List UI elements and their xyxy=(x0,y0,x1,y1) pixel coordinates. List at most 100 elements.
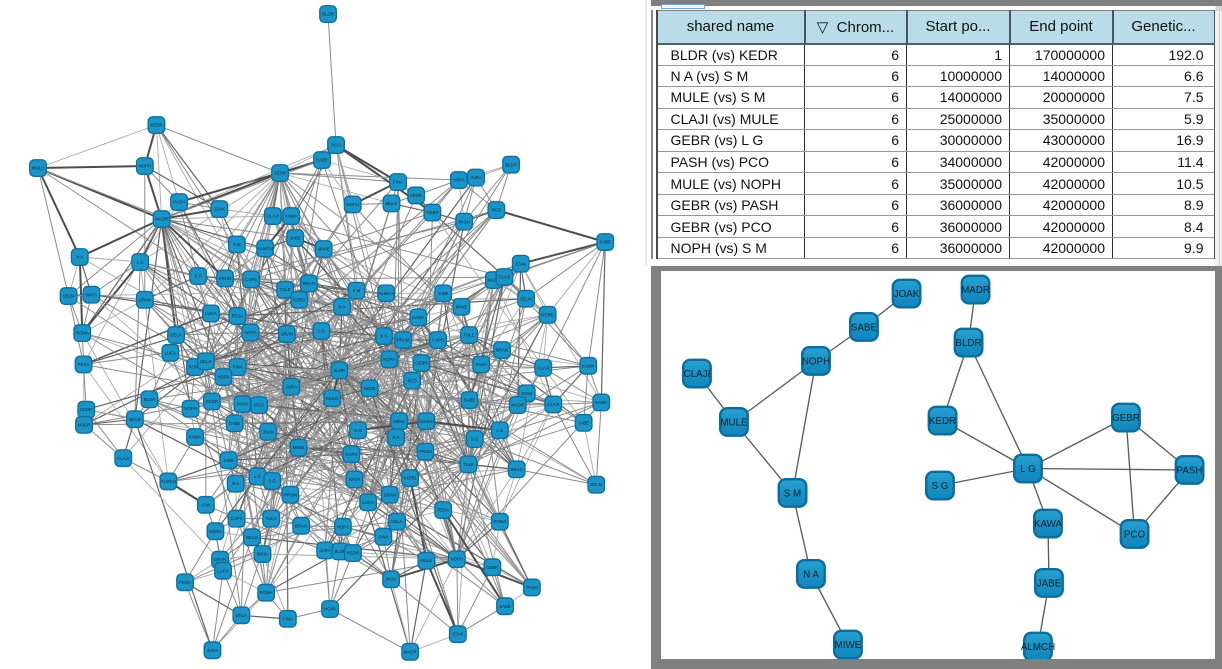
svg-text:KORD: KORD xyxy=(404,476,416,481)
svg-text:PCO: PCO xyxy=(254,403,264,408)
svg-text:MADR: MADR xyxy=(487,278,500,283)
svg-text:JURA: JURA xyxy=(319,548,330,553)
svg-text:BLDR: BLDR xyxy=(335,549,346,554)
svg-text:TULE: TULE xyxy=(266,516,277,521)
svg-text:JABE: JABE xyxy=(290,236,301,241)
svg-text:ALMCH: ALMCH xyxy=(1021,642,1055,653)
svg-text:LUCA: LUCA xyxy=(205,311,217,316)
svg-text:S M: S M xyxy=(202,503,210,508)
svg-text:DELA: DELA xyxy=(391,519,402,524)
svg-text:HOPA: HOPA xyxy=(324,607,336,612)
svg-text:JABE: JABE xyxy=(1037,578,1062,589)
svg-text:ROMA: ROMA xyxy=(76,331,89,336)
svg-text:TULE: TULE xyxy=(280,287,291,292)
svg-text:PRUM: PRUM xyxy=(284,492,297,497)
svg-text:BLDR: BLDR xyxy=(505,162,516,167)
svg-text:S G: S G xyxy=(471,437,479,442)
svg-text:JURA: JURA xyxy=(286,384,297,389)
svg-text:CLAJI: CLAJI xyxy=(499,275,511,280)
svg-text:JOAK: JOAK xyxy=(262,430,273,435)
svg-text:DELA: DELA xyxy=(236,613,247,618)
svg-text:BRAN: BRAN xyxy=(496,348,508,353)
svg-text:GRAN: GRAN xyxy=(214,557,226,562)
svg-text:SABE: SABE xyxy=(599,240,611,245)
svg-text:ROMA: ROMA xyxy=(260,590,273,595)
svg-text:KORD: KORD xyxy=(293,297,305,302)
svg-text:S G: S G xyxy=(194,274,202,279)
svg-text:JABE: JABE xyxy=(223,458,234,463)
svg-text:MULE: MULE xyxy=(420,558,432,563)
svg-text:SELM: SELM xyxy=(246,535,258,540)
svg-text:TULE: TULE xyxy=(463,462,474,467)
svg-text:KAWA: KAWA xyxy=(412,315,424,320)
svg-text:FINA: FINA xyxy=(233,365,243,370)
svg-text:PASH: PASH xyxy=(476,362,487,367)
svg-text:PASH: PASH xyxy=(173,200,184,205)
svg-text:CLAJI: CLAJI xyxy=(117,456,129,461)
svg-text:DELA: DELA xyxy=(200,359,211,364)
svg-text:JURA: JURA xyxy=(470,175,481,180)
svg-text:S G: S G xyxy=(932,481,949,492)
svg-text:ROMA: ROMA xyxy=(189,365,202,370)
svg-text:KEDR: KEDR xyxy=(364,386,376,391)
svg-text:KAWA: KAWA xyxy=(285,214,297,219)
svg-text:PESA: PESA xyxy=(179,580,191,585)
svg-text:PASH: PASH xyxy=(526,585,537,590)
svg-text:MULE: MULE xyxy=(720,417,748,428)
svg-text:CAPS: CAPS xyxy=(231,516,243,521)
svg-text:S G: S G xyxy=(380,334,388,339)
svg-text:GRAN: GRAN xyxy=(139,297,151,302)
svg-text:JOAK: JOAK xyxy=(214,207,225,212)
svg-text:S M: S M xyxy=(233,242,241,247)
svg-text:KEDR: KEDR xyxy=(929,416,956,427)
svg-text:KEDR: KEDR xyxy=(410,193,422,198)
svg-text:CLAJI: CLAJI xyxy=(547,402,559,407)
svg-text:MADR: MADR xyxy=(511,403,524,408)
svg-text:SABE: SABE xyxy=(316,158,328,163)
svg-text:L G: L G xyxy=(254,474,261,479)
svg-text:N A: N A xyxy=(393,435,400,440)
svg-text:SELM: SELM xyxy=(590,482,602,487)
svg-text:SELM: SELM xyxy=(520,296,532,301)
svg-text:PRUM: PRUM xyxy=(397,338,410,343)
svg-text:CLAJI: CLAJI xyxy=(537,365,549,370)
svg-text:GEBR: GEBR xyxy=(486,565,498,570)
svg-text:GEBR: GEBR xyxy=(415,361,427,366)
svg-text:CLAJI: CLAJI xyxy=(267,214,279,219)
svg-text:PCO: PCO xyxy=(408,378,418,383)
svg-text:N A: N A xyxy=(803,569,819,580)
svg-text:BRAN: BRAN xyxy=(295,523,307,528)
svg-text:CAPS: CAPS xyxy=(346,452,358,457)
svg-text:PCO: PCO xyxy=(492,208,502,213)
svg-text:L G: L G xyxy=(497,428,504,433)
svg-text:MADR: MADR xyxy=(155,217,168,222)
svg-text:MULE: MULE xyxy=(386,201,398,206)
svg-text:MIWE: MIWE xyxy=(393,419,405,424)
svg-text:GEBR: GEBR xyxy=(1112,413,1140,424)
svg-text:JOAK: JOAK xyxy=(894,289,920,300)
svg-text:GRAN: GRAN xyxy=(281,332,293,337)
svg-text:TULE: TULE xyxy=(464,333,475,338)
svg-text:LUCA: LUCA xyxy=(165,350,177,355)
svg-text:KAWA: KAWA xyxy=(1034,519,1063,530)
svg-text:PCO: PCO xyxy=(386,577,396,582)
svg-text:NOPH: NOPH xyxy=(451,557,463,562)
svg-text:MULE: MULE xyxy=(129,417,141,422)
svg-text:KEDR: KEDR xyxy=(80,407,92,412)
svg-text:KEDR: KEDR xyxy=(347,551,359,556)
svg-text:KEDR: KEDR xyxy=(151,123,163,128)
svg-text:N A: N A xyxy=(339,304,346,309)
svg-text:WATA: WATA xyxy=(86,292,98,297)
svg-text:PESA: PESA xyxy=(232,314,244,319)
svg-text:SABE: SABE xyxy=(499,604,511,609)
svg-text:JABE: JABE xyxy=(578,420,589,425)
svg-text:PESA: PESA xyxy=(78,362,90,367)
svg-text:WATA: WATA xyxy=(245,330,257,335)
svg-text:NOPH: NOPH xyxy=(802,356,830,367)
svg-text:SABE: SABE xyxy=(464,398,476,403)
svg-text:ALMCH: ALMCH xyxy=(419,419,434,424)
svg-text:MADR: MADR xyxy=(961,285,990,296)
svg-text:S M: S M xyxy=(353,288,361,293)
svg-text:DELA: DELA xyxy=(170,333,181,338)
svg-text:GEBR: GEBR xyxy=(274,171,286,176)
